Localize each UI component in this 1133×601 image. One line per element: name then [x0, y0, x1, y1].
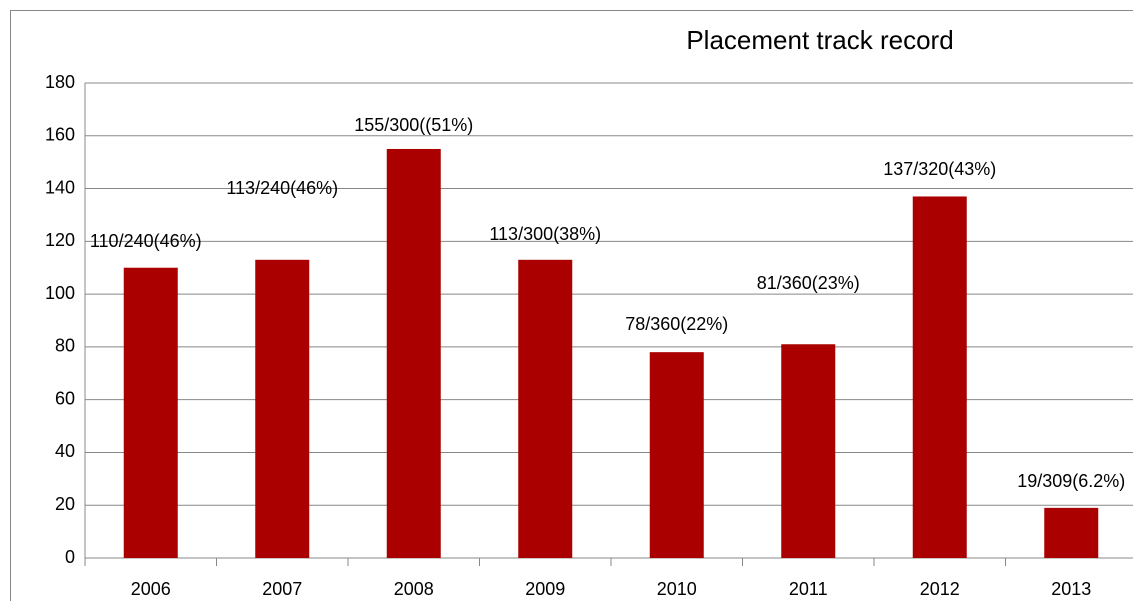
data-label: 78/360(22%)	[625, 314, 728, 334]
x-tick-label: 2010	[657, 579, 697, 599]
x-tick-label: 2012	[920, 579, 960, 599]
data-label: 155/300((51%)	[354, 115, 473, 135]
data-label: 137/320(43%)	[883, 159, 996, 179]
bar	[255, 259, 310, 558]
y-tick-label: 80	[55, 336, 75, 356]
y-tick-label: 0	[65, 547, 75, 567]
y-tick-label: 60	[55, 388, 75, 408]
bar	[649, 352, 704, 558]
y-tick-label: 20	[55, 494, 75, 514]
bar	[386, 148, 441, 558]
data-label: 81/360(23%)	[757, 273, 860, 293]
x-tick-label: 2013	[1051, 579, 1091, 599]
chart-title: Placement track record	[686, 25, 953, 55]
y-tick-label: 40	[55, 441, 75, 461]
y-tick-label: 140	[45, 177, 75, 197]
y-tick-label: 160	[45, 125, 75, 145]
x-tick-label: 2006	[131, 579, 171, 599]
x-tick-label: 2009	[525, 579, 565, 599]
bar	[912, 196, 967, 558]
y-tick-label: 120	[45, 230, 75, 250]
bar	[518, 259, 573, 558]
x-tick-label: 2007	[262, 579, 302, 599]
x-tick-label: 2011	[789, 579, 828, 599]
y-tick-label: 100	[45, 283, 75, 303]
bar	[1044, 507, 1099, 558]
x-tick-label: 2008	[394, 579, 434, 599]
data-label: 113/300(38%)	[489, 224, 601, 244]
data-label: 19/309(6.2%)	[1017, 471, 1125, 491]
y-tick-label: 180	[45, 72, 75, 92]
data-label: 110/240(46%)	[90, 231, 202, 251]
data-label: 113/240(46%)	[226, 178, 338, 198]
chart-frame	[10, 10, 1133, 601]
bar	[123, 267, 178, 558]
bar	[781, 344, 836, 558]
